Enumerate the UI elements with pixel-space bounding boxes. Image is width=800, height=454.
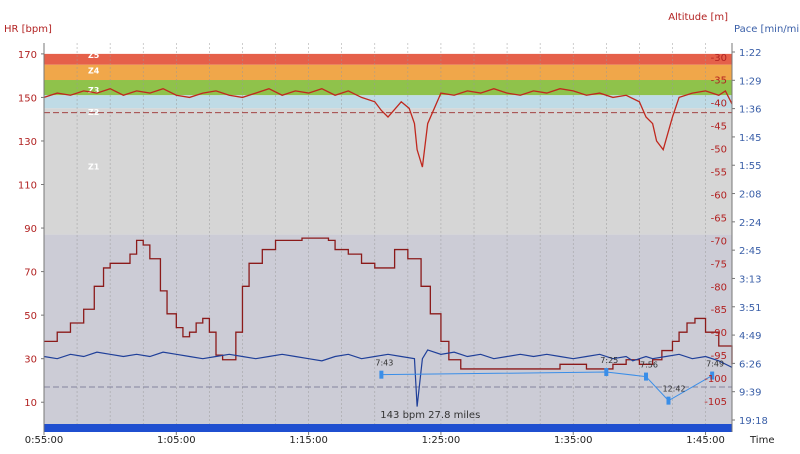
altitude-line <box>44 237 733 370</box>
altitude-tick-label: -105 <box>704 397 727 408</box>
time-tick-label: 1:45:00 <box>686 435 725 446</box>
hr-tick-label: 170 <box>18 50 37 61</box>
pace-tick-label: 2:24 <box>739 218 761 229</box>
lap-pace-label: 7:43 <box>375 359 393 368</box>
hr-zone-band <box>44 64 732 81</box>
pace-tick-label: 1:45 <box>739 133 761 144</box>
speed-line <box>43 349 733 407</box>
altitude-tick-label: -90 <box>711 328 727 339</box>
lap-pace-marker <box>379 370 384 379</box>
hr-zone-band <box>44 95 732 109</box>
hr-tick-label: 70 <box>24 268 37 279</box>
annotation-label: 143 bpm 27.8 miles <box>380 410 480 421</box>
altitude-tick-label: -50 <box>711 145 727 156</box>
altitude-tick-label: -95 <box>711 351 727 362</box>
altitude-axis-title: Altitude [m] <box>668 12 728 23</box>
altitude-tick-label: -75 <box>711 259 727 270</box>
hr-zone-band <box>44 108 732 235</box>
lap-pace-label: 7:25 <box>600 356 618 365</box>
hr-zone-band <box>44 53 732 65</box>
altitude-tick-label: -40 <box>711 99 727 110</box>
pace-tick-label: 9:39 <box>739 388 761 399</box>
hr-zone-label: Z5 <box>88 51 100 60</box>
hr-zone-label: Z1 <box>88 162 100 171</box>
pace-tick-label: 1:22 <box>739 48 761 59</box>
time-tick-label: 1:15:00 <box>289 435 328 446</box>
lap-pace-marker <box>604 368 609 377</box>
altitude-tick-label: -70 <box>711 236 727 247</box>
pace-axis-title: Pace [min/mile] <box>734 24 800 35</box>
lap-pace-marker <box>666 396 671 405</box>
time-axis-title: Time <box>749 435 774 446</box>
pace-tick-label: 6:26 <box>739 359 761 370</box>
altitude-tick-label: -45 <box>711 122 727 133</box>
pace-tick-label: 1:36 <box>739 105 761 116</box>
hr-tick-label: 50 <box>24 311 37 322</box>
time-tick-label: 1:35:00 <box>554 435 593 446</box>
pace-tick-label: 1:55 <box>739 161 761 172</box>
altitude-tick-label: -30 <box>711 53 727 64</box>
plot-background-lower <box>44 234 732 424</box>
altitude-tick-label: -35 <box>711 76 727 87</box>
bottom-bar <box>44 424 732 432</box>
pace-tick-label: 2:45 <box>739 246 761 257</box>
lap-pace-label: 12:42 <box>662 385 685 394</box>
hr-zone-label: Z3 <box>88 86 99 95</box>
altitude-tick-label: -60 <box>711 190 727 201</box>
altitude-tick-label: -100 <box>704 374 727 385</box>
pace-tick-label: 3:13 <box>739 274 761 285</box>
hr-tick-label: 150 <box>18 93 37 104</box>
altitude-tick-label: -85 <box>711 305 727 316</box>
pace-tick-label: 1:29 <box>739 76 761 87</box>
time-tick-label: 0:55:00 <box>25 435 64 446</box>
hr-tick-label: 90 <box>24 224 37 235</box>
pace-tick-label: 4:49 <box>739 331 761 342</box>
hr-axis-title: HR [bpm] <box>4 24 52 35</box>
pace-tick-label: 3:51 <box>739 303 761 314</box>
hr-tick-label: 110 <box>18 181 37 192</box>
hr-tick-label: 30 <box>24 355 37 366</box>
hr-tick-label: 130 <box>18 137 37 148</box>
lap-pace-label: 7:49 <box>706 360 724 369</box>
lap-pace-marker <box>710 371 715 380</box>
altitude-tick-label: -65 <box>711 213 727 224</box>
time-tick-label: 1:25:00 <box>422 435 461 446</box>
lap-pace-label: 7:56 <box>640 361 658 370</box>
pace-tick-label: 2:08 <box>739 190 761 201</box>
hr-tick-label: 10 <box>24 398 37 409</box>
altitude-tick-label: -80 <box>711 282 727 293</box>
time-tick-label: 1:05:00 <box>157 435 196 446</box>
altitude-tick-label: -55 <box>711 168 727 179</box>
lap-pace-marker <box>644 372 648 381</box>
hr-zone-label: Z4 <box>88 66 100 75</box>
pace-tick-label: 19:18 <box>739 416 768 427</box>
heart-rate-line <box>43 88 733 168</box>
